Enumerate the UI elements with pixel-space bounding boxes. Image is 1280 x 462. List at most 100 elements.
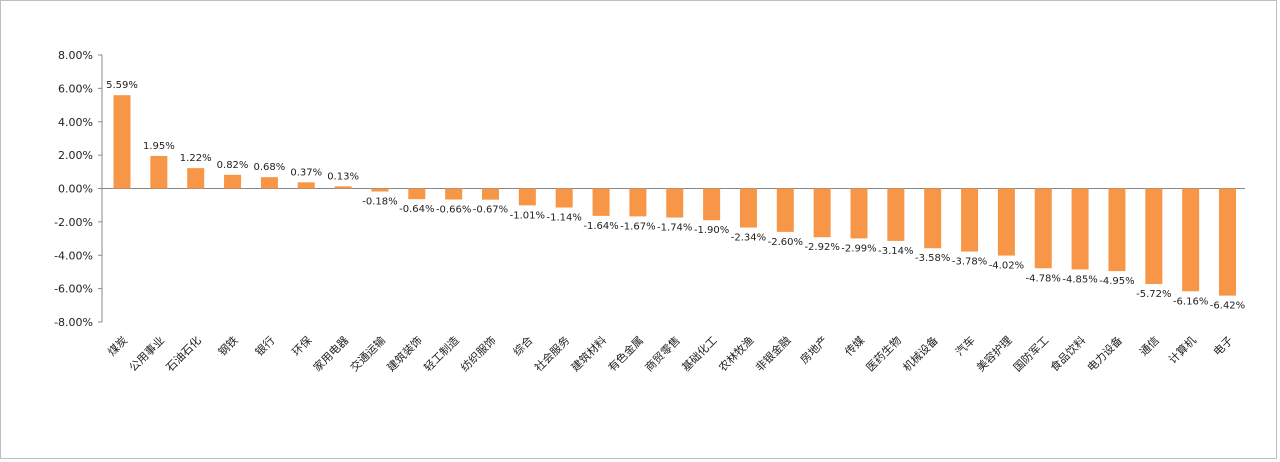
category-label: 商贸零售 [642, 333, 683, 374]
category-label: 计算机 [1166, 333, 1199, 366]
data-label: -1.74% [657, 223, 692, 234]
category-label: 银行 [252, 333, 277, 358]
category-label: 交通运输 [347, 333, 388, 374]
y-tick-label: 0.00% [58, 183, 93, 196]
y-tick-label: 6.00% [58, 82, 93, 95]
category-label: 通信 [1137, 334, 1162, 359]
data-label: -4.78% [1026, 273, 1061, 284]
data-label: -5.72% [1136, 289, 1171, 300]
bar-煤炭 [113, 95, 131, 189]
bar-计算机 [1182, 188, 1200, 292]
y-tick-label: -8.00% [54, 316, 93, 329]
category-label: 钢铁 [216, 334, 241, 359]
data-label: -3.78% [952, 257, 987, 268]
category-label: 纺织服饰 [458, 333, 499, 374]
category-label: 轻工制造 [421, 333, 462, 374]
data-label: -3.14% [878, 246, 913, 257]
bar-房地产 [813, 188, 831, 238]
y-tick-label: 2.00% [58, 149, 93, 162]
bar-基础化工 [703, 188, 721, 221]
data-label: -0.66% [436, 205, 471, 216]
category-label: 农林牧渔 [716, 333, 757, 374]
data-label: 1.95% [143, 141, 175, 152]
bar-纺织服饰 [482, 188, 499, 200]
data-label: 0.37% [290, 167, 322, 178]
bar-电子 [1219, 188, 1236, 296]
category-label: 食品饮料 [1047, 333, 1088, 374]
data-label: -4.95% [1099, 276, 1134, 287]
category-label: 环保 [289, 333, 314, 358]
data-label: -2.92% [804, 242, 839, 253]
data-label: 5.59% [106, 80, 138, 91]
bar-美容护理 [997, 188, 1015, 256]
bar-机械设备 [924, 188, 942, 249]
category-label: 电力设备 [1084, 333, 1125, 374]
bar-环保 [297, 182, 315, 189]
bar-商贸零售 [666, 188, 684, 218]
category-label: 综合 [510, 333, 535, 358]
bar-轻工制造 [445, 188, 463, 200]
bar-石油石化 [187, 168, 205, 189]
data-label: -2.60% [768, 237, 803, 248]
y-tick-label: -6.00% [54, 283, 93, 296]
data-label: -1.64% [583, 221, 618, 232]
data-label: -3.58% [915, 253, 950, 264]
category-label: 社会服务 [531, 333, 572, 374]
category-label: 基础化工 [679, 333, 720, 374]
category-label: 建筑装饰 [384, 333, 425, 374]
category-label: 家用电器 [310, 333, 351, 374]
data-label: -1.01% [510, 210, 545, 221]
data-label: 0.13% [327, 171, 359, 182]
data-label: -6.16% [1173, 296, 1208, 307]
bar-建筑装饰 [408, 188, 426, 200]
bar-综合 [518, 188, 536, 206]
y-tick-label: -4.00% [54, 249, 93, 262]
category-label: 医药生物 [863, 333, 904, 374]
bar-有色金属 [629, 188, 647, 217]
bar-建筑材料 [592, 188, 610, 216]
category-label: 有色金属 [605, 333, 646, 374]
y-tick-label: 8.00% [58, 49, 93, 62]
data-label: 1.22% [180, 153, 212, 164]
category-label: 公用事业 [127, 334, 167, 374]
data-label: -4.02% [989, 261, 1024, 272]
bar-国防军工 [1034, 188, 1052, 269]
data-label: -1.90% [694, 225, 729, 236]
data-label: -2.34% [731, 233, 766, 244]
bar-银行 [260, 177, 278, 189]
bar-食品饮料 [1071, 188, 1089, 270]
category-label: 石油石化 [163, 333, 204, 374]
data-label: -0.67% [473, 205, 508, 216]
bar-家用电器 [334, 186, 352, 189]
data-label: -1.67% [620, 221, 655, 232]
data-label: -0.18% [362, 197, 397, 208]
bar-医药生物 [887, 188, 905, 241]
category-label: 房地产 [797, 333, 830, 366]
data-label: 0.68% [254, 162, 286, 173]
category-label: 传媒 [842, 334, 867, 359]
category-label: 机械设备 [900, 333, 941, 374]
bar-电力设备 [1108, 188, 1126, 272]
category-label: 煤炭 [105, 334, 130, 359]
data-label: -2.99% [841, 243, 876, 254]
y-tick-label: -2.00% [54, 216, 93, 229]
data-label: -4.85% [1062, 274, 1097, 285]
bar-通信 [1145, 188, 1163, 284]
data-label: 0.82% [217, 160, 249, 171]
category-label: 国防军工 [1010, 333, 1051, 374]
bar-公用事业 [150, 155, 168, 189]
bar-钢铁 [224, 174, 242, 189]
category-label: 汽车 [952, 333, 977, 358]
y-tick-label: 4.00% [58, 116, 93, 129]
bar-交通运输 [371, 188, 389, 192]
data-label: -6.42% [1210, 301, 1245, 312]
bar-传媒 [850, 188, 868, 239]
category-label: 电子 [1211, 334, 1236, 359]
data-label: -0.64% [399, 204, 434, 215]
bar-社会服务 [555, 188, 573, 208]
category-label: 非银金融 [752, 333, 793, 374]
data-label: -1.14% [547, 213, 582, 224]
category-label: 美容护理 [974, 333, 1015, 374]
